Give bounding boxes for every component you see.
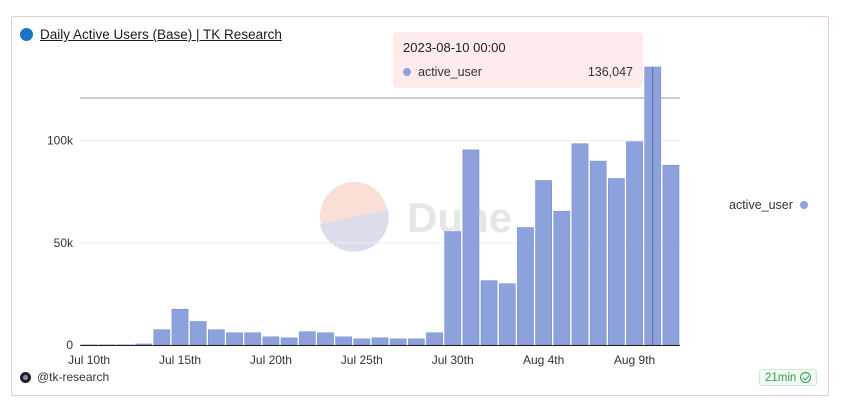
x-tick-label: Jul 15th — [159, 353, 201, 367]
bar — [662, 164, 680, 346]
author-link[interactable]: @tk-research — [20, 370, 109, 384]
x-axis: Jul 10th Jul 15th Jul 20th Jul 25th Jul 30th… — [68, 345, 680, 367]
x-tick-label: Jul 10th — [68, 353, 110, 367]
chart-title: Daily Active Users (Base) | TK Research — [40, 27, 282, 42]
tooltip-date: 2023-08-10 00:00 — [403, 40, 506, 55]
y-tick-label: 0 — [66, 338, 73, 352]
bar — [135, 343, 152, 346]
x-tick-label: Aug 4th — [523, 353, 564, 367]
bar — [462, 149, 480, 346]
bar — [408, 338, 425, 346]
bar — [208, 329, 225, 346]
legend-label: active_user — [729, 198, 793, 212]
bar — [498, 283, 516, 346]
bar — [353, 338, 371, 346]
hover-tooltip: 2023-08-10 00:00 active_user 136,047 — [393, 32, 643, 88]
bar — [317, 332, 334, 346]
x-tick-label: Aug 9th — [614, 353, 655, 367]
bar — [262, 336, 280, 346]
bar — [535, 180, 552, 346]
legend-dot-icon — [799, 201, 808, 209]
dune-watermark: Dune — [320, 182, 512, 252]
bar — [571, 143, 589, 346]
bar — [153, 329, 171, 346]
legend-item[interactable]: active_user — [729, 198, 808, 212]
bar — [608, 178, 625, 346]
bar — [226, 332, 243, 346]
bar — [517, 227, 534, 346]
bar — [298, 331, 316, 346]
bar — [280, 337, 298, 346]
bar — [389, 338, 407, 346]
bar — [335, 336, 352, 346]
y-axis: 0 50k 100k — [47, 134, 74, 352]
tooltip-row: active_user 136,047 — [403, 65, 633, 79]
bar — [626, 141, 643, 346]
x-tick-label: Jul 25th — [341, 353, 383, 367]
bar — [444, 231, 462, 346]
bar — [480, 280, 498, 346]
dune-circle-icon — [20, 28, 33, 41]
bar-series — [80, 66, 680, 346]
bar — [171, 308, 189, 346]
bar — [426, 332, 443, 346]
author-name: @tk-research — [37, 370, 110, 384]
avatar-icon — [20, 371, 31, 383]
check-circle-icon — [800, 372, 812, 383]
bar — [589, 160, 607, 346]
dune-logo-lower-icon — [320, 210, 389, 252]
tooltip-series: active_user — [418, 65, 482, 79]
tooltip-value: 136,047 — [587, 65, 633, 79]
bar — [244, 332, 262, 346]
refresh-badge[interactable]: 21min — [759, 369, 818, 386]
chart-title-link[interactable]: Daily Active Users (Base) | TK Research — [20, 27, 282, 42]
refresh-time: 21min — [765, 371, 797, 384]
x-tick-label: Jul 30th — [432, 353, 474, 367]
bar — [553, 210, 571, 346]
bar — [371, 337, 389, 346]
series-dot-icon — [403, 68, 411, 76]
y-tick-label: 50k — [54, 236, 74, 250]
y-tick-label: 100k — [47, 134, 74, 148]
x-tick-label: Jul 20th — [250, 353, 292, 367]
bar — [189, 321, 207, 346]
